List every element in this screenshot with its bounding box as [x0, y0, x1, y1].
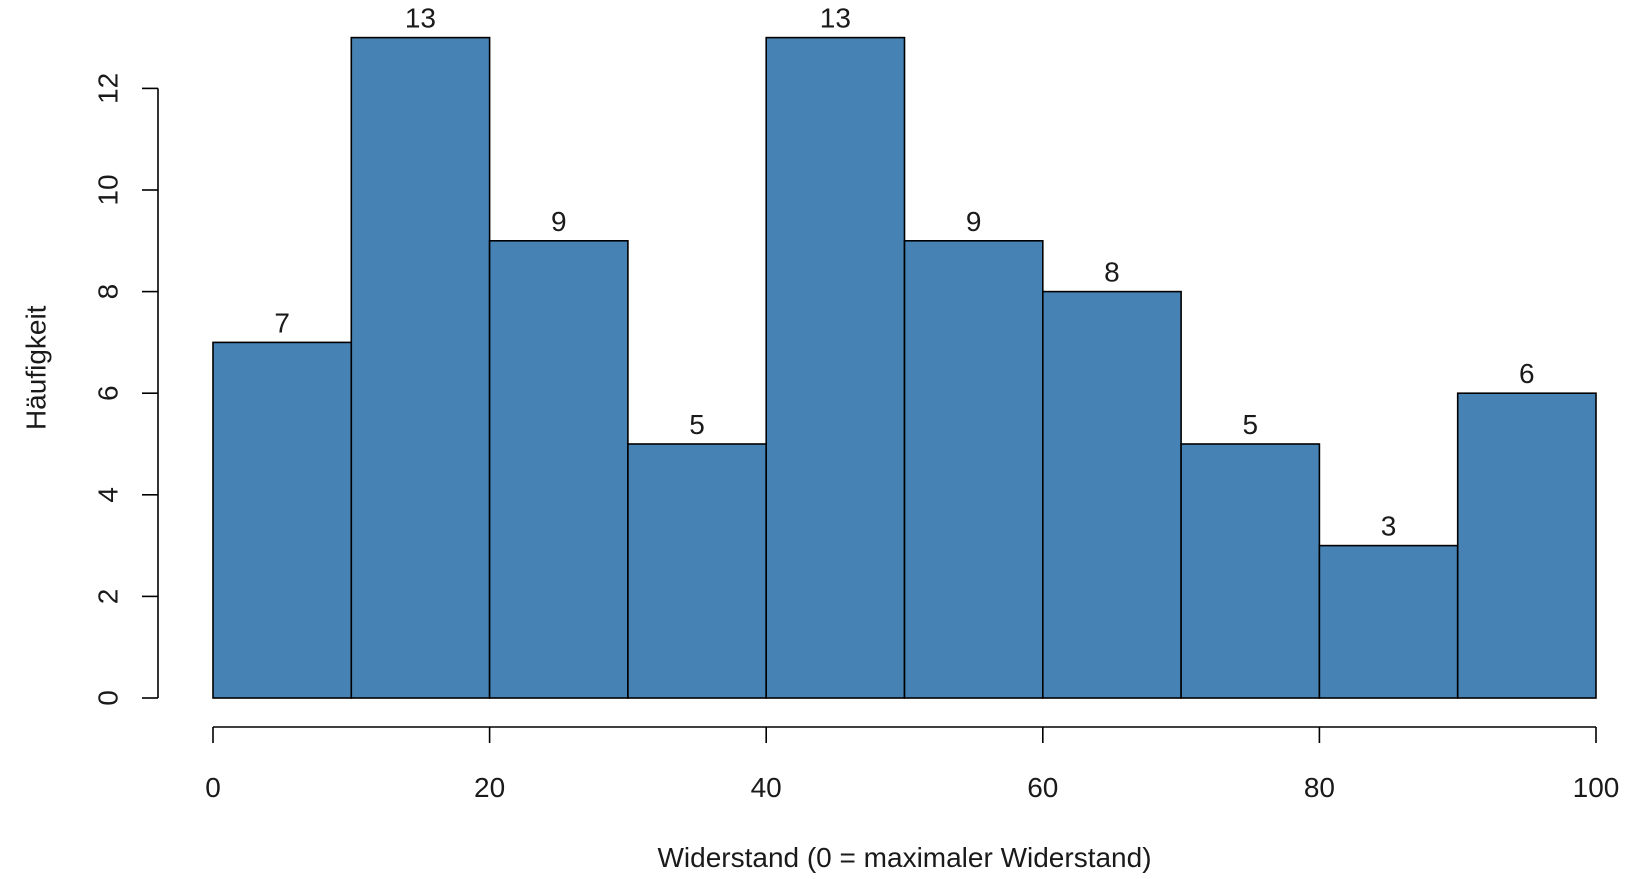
y-tick-label: 6: [93, 385, 124, 401]
x-axis: 0 20 40 60 80 100: [205, 726, 1620, 803]
y-tick-label: 2: [93, 589, 124, 605]
y-axis-title: Häufigkeit: [21, 305, 52, 430]
histogram-bar: [627, 443, 768, 699]
bar-count-label: 9: [551, 206, 567, 237]
bar-count-label: 6: [1519, 358, 1535, 389]
histogram-bar: [1180, 443, 1321, 699]
bar-count-label: 8: [1104, 257, 1120, 288]
bar-count-label: 13: [820, 3, 851, 34]
histogram-bar: [212, 341, 353, 699]
x-tick-label: 60: [1027, 772, 1058, 803]
y-axis: 0 2 4 6 8 10 12: [93, 73, 159, 706]
histogram-bar: [1042, 290, 1182, 699]
y-tick-label: 8: [93, 284, 124, 300]
bar-count-label: 7: [274, 307, 290, 338]
x-tick-label: 100: [1573, 772, 1620, 803]
histogram-bar: [1456, 392, 1597, 699]
y-tick-label: 10: [93, 174, 124, 205]
bar-count-label: 13: [405, 3, 436, 34]
histogram-bar: [1318, 544, 1459, 699]
bar-count-label: 9: [966, 206, 982, 237]
x-tick-label: 0: [205, 772, 221, 803]
x-tick-label: 40: [751, 772, 782, 803]
histogram-bar: [765, 36, 906, 699]
bar-labels-layer: 7 13 9 5 13 9 8 5 3 6: [274, 3, 1534, 542]
y-tick-label: 12: [93, 73, 124, 104]
bar-count-label: 5: [1242, 409, 1258, 440]
bar-count-label: 5: [689, 409, 705, 440]
y-tick-label: 0: [93, 690, 124, 706]
bar-count-label: 3: [1381, 511, 1397, 542]
x-axis-title: Widerstand (0 = maximaler Widerstand): [657, 842, 1151, 873]
histogram-bar: [350, 36, 491, 699]
x-tick-label: 20: [474, 772, 505, 803]
x-tick-label: 80: [1304, 772, 1335, 803]
y-tick-label: 4: [93, 487, 124, 503]
bars-layer: [212, 36, 1597, 699]
histogram-bar: [903, 240, 1044, 699]
histogram-bar: [488, 240, 629, 699]
